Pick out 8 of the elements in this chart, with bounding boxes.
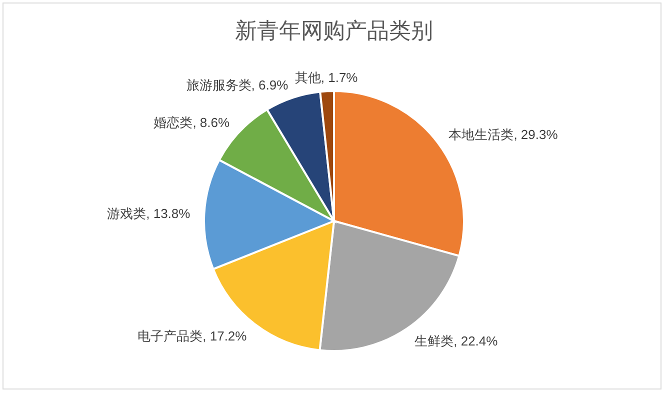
slice-label: 旅游服务类, 6.9% (186, 77, 289, 92)
slice-label: 婚恋类, 8.6% (154, 114, 230, 130)
slice-label: 本地生活类, 29.3% (448, 126, 558, 142)
slice-label: 游戏类, 13.8% (107, 206, 191, 222)
slice-label: 其他, 1.7% (294, 70, 358, 86)
chart-title: 新青年网购产品类别 (235, 18, 433, 43)
slice-label: 生鲜类, 22.4% (414, 333, 498, 348)
slice-label: 电子产品类, 17.2% (138, 328, 248, 344)
